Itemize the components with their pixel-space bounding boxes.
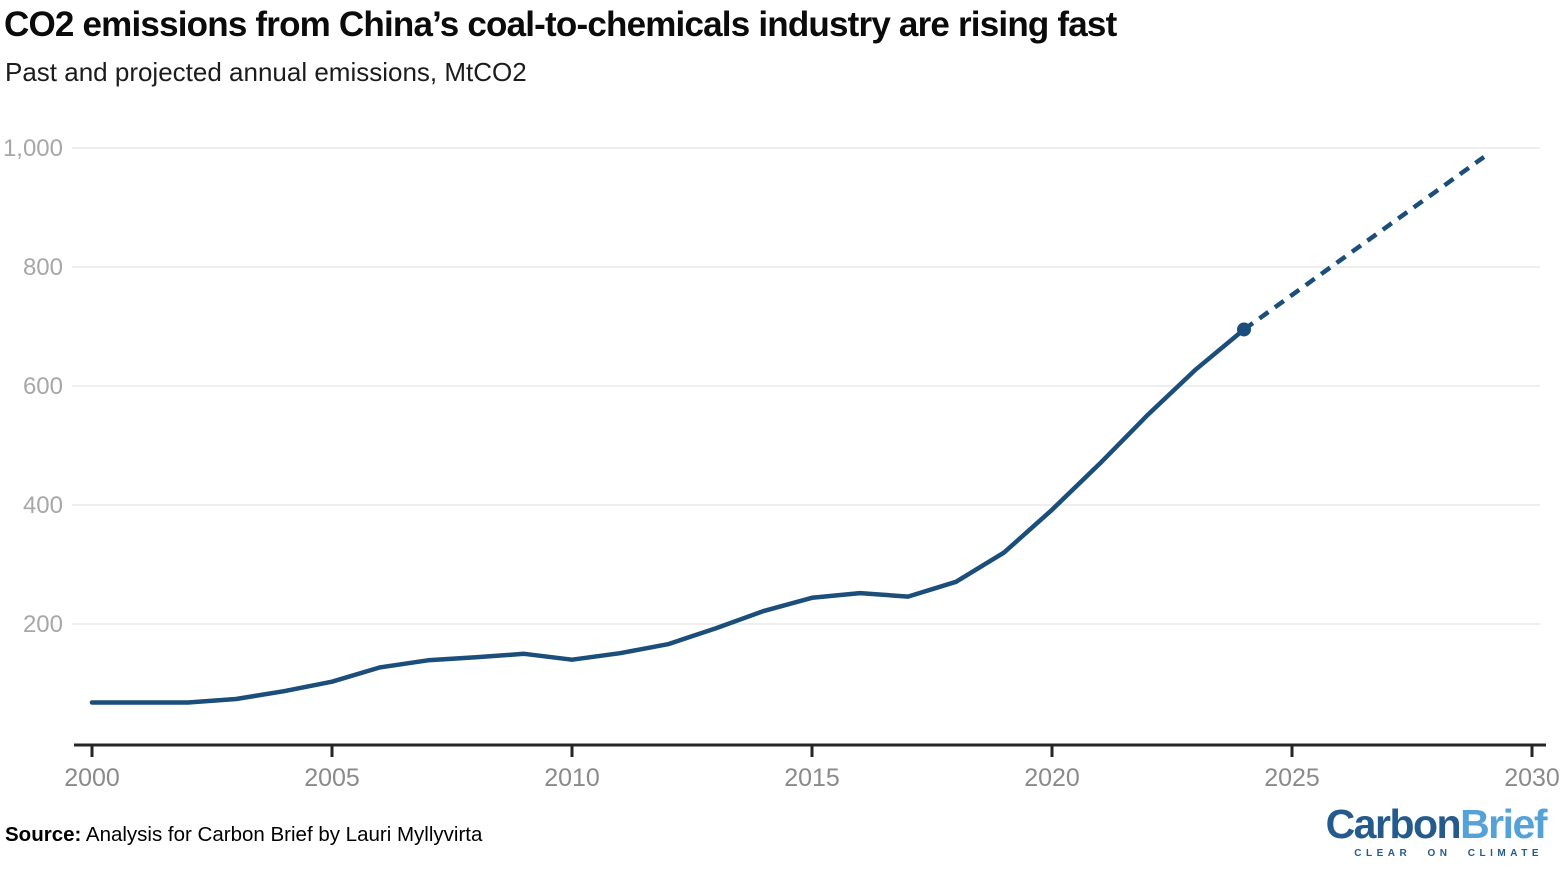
chart-title: CO2 emissions from China’s coal-to-chemi… [4,5,1117,44]
x-axis-label: 2005 [304,764,360,792]
logo-carbon-text: Carbon [1325,801,1462,847]
y-axis-label: 400 [23,492,63,519]
y-axis-label: 200 [23,611,63,638]
carbonbrief-wordmark: CarbonBrief [1325,801,1548,847]
logo-brief-text: Brief [1460,801,1547,847]
emissions-line-past [89,327,1247,705]
latest-value-marker [1237,322,1251,337]
logo-tagline: CLEAR ON CLIMATE [1354,848,1543,860]
x-axis-label: 2020 [1024,764,1080,792]
x-axis-label: 2015 [784,764,840,792]
y-axis-label: 800 [23,254,63,281]
source-label: Source: [5,823,82,846]
source-note: Source: Analysis for Carbon Brief by Lau… [5,823,482,847]
x-axis-label: 2010 [544,764,600,792]
carbonbrief-logo: CarbonBrief CLEAR ON CLIMATE [1325,801,1548,860]
x-axis-label: 2030 [1504,764,1560,792]
x-axis-label: 2025 [1264,764,1320,792]
emissions-line-projected [1242,155,1486,332]
y-axis-label: 600 [23,373,63,400]
y-axis-label: 1,000 [3,135,63,162]
source-text: Analysis for Carbon Brief by Lauri Mylly… [85,823,483,846]
x-axis-label: 2000 [64,764,120,792]
chart-subtitle: Past and projected annual emissions, MtC… [5,57,527,87]
